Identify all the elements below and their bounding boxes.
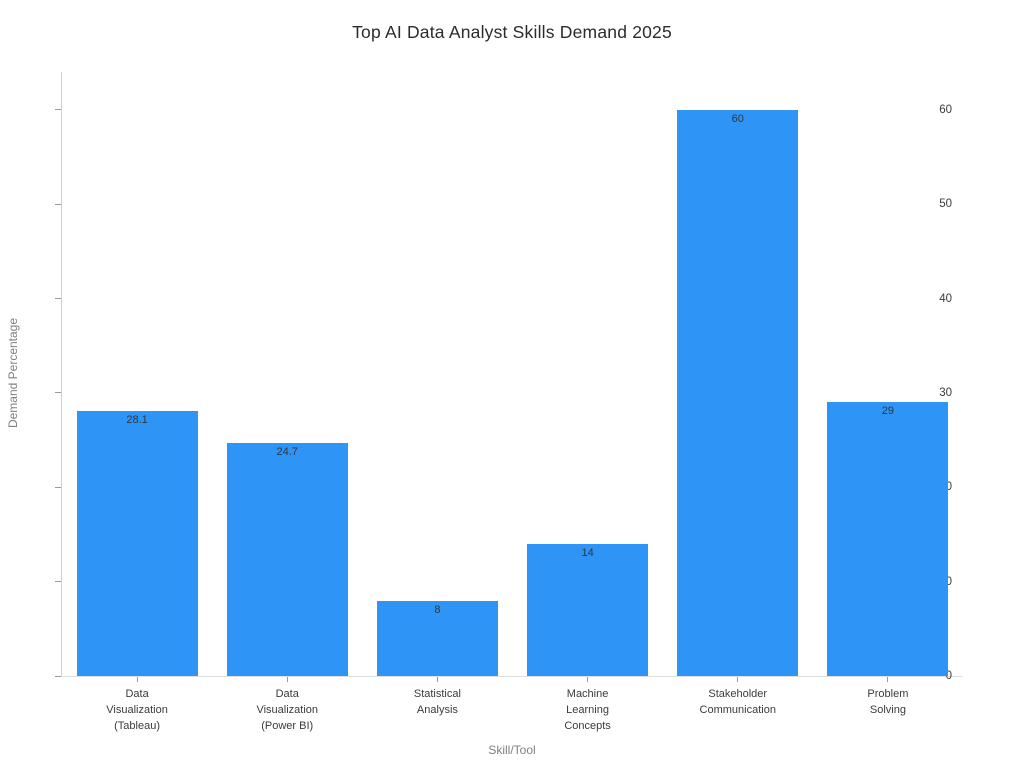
- y-tick-label: 60: [939, 103, 952, 116]
- bar-1: 28.1: [76, 410, 198, 676]
- bar-5: 60: [677, 109, 799, 676]
- chart-title: Top AI Data Analyst Skills Demand 2025: [352, 22, 672, 42]
- bar-3: 8: [376, 600, 498, 676]
- x-tick-mark: [136, 677, 138, 682]
- bar-value-label: 28.1: [126, 413, 148, 426]
- x-tick-label: Problem Solving: [867, 688, 909, 716]
- y-tick-mark: [55, 392, 61, 394]
- bar-value-label: 24.7: [276, 445, 298, 458]
- x-tick-mark: [286, 677, 288, 682]
- y-tick-label: 40: [939, 292, 952, 305]
- y-tick-mark: [55, 298, 61, 299]
- y-tick-label: 0: [945, 670, 952, 682]
- y-tick-mark: [55, 109, 61, 111]
- x-tick-label: Machine Learning Concepts: [564, 688, 611, 732]
- y-tick-label: 30: [939, 386, 952, 399]
- x-tick-label: Data Visualization (Power BI): [256, 688, 319, 732]
- x-tick-label: Stakeholder Communication: [699, 688, 776, 716]
- y-tick-mark: [55, 203, 61, 205]
- bar-value-label: 8: [434, 603, 441, 616]
- bar-value-label: 29: [881, 405, 895, 418]
- bar-4: 14: [527, 543, 649, 676]
- bar-value-label: 60: [731, 112, 744, 125]
- bar-2: 24.7: [226, 442, 348, 676]
- y-tick-mark: [55, 675, 61, 677]
- x-tick-label: Data Visualization (Tableau): [106, 688, 168, 732]
- x-tick-mark: [887, 677, 889, 682]
- x-tick-mark: [587, 677, 589, 682]
- y-tick-mark: [55, 486, 61, 488]
- y-axis-title: Demand Percentage: [6, 317, 20, 429]
- x-axis-title: Skill/Tool: [488, 743, 536, 757]
- x-tick-label: Statistical Analysis: [413, 688, 461, 716]
- x-tick-mark: [436, 677, 438, 682]
- bar-6: 29: [827, 402, 949, 676]
- bar-value-label: 14: [581, 546, 594, 559]
- x-axis-line: [61, 676, 963, 677]
- y-axis-line: [61, 72, 62, 677]
- x-tick-mark: [737, 677, 739, 682]
- y-tick-mark: [55, 581, 61, 583]
- y-tick-label: 50: [939, 198, 952, 211]
